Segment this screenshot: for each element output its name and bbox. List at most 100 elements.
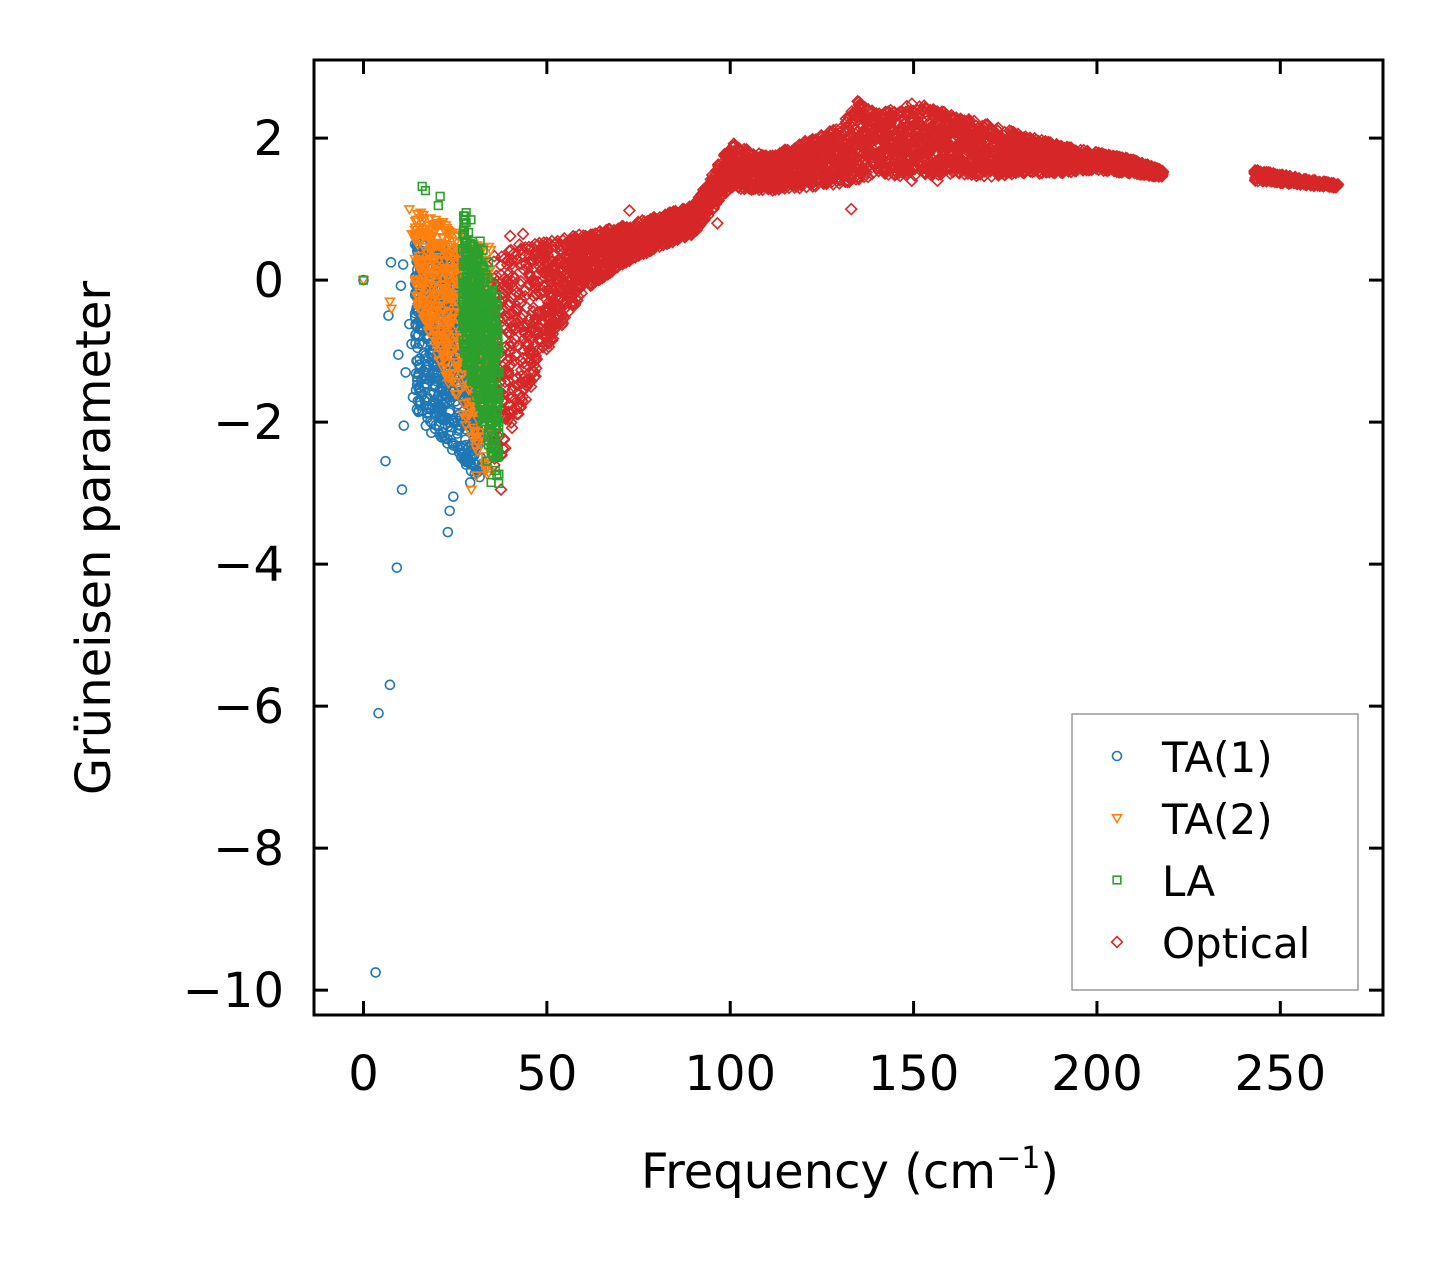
optical-point bbox=[919, 160, 933, 174]
optical-point bbox=[730, 141, 744, 155]
optical-point bbox=[963, 114, 977, 128]
optical-point bbox=[524, 332, 538, 346]
optical-point bbox=[744, 183, 759, 197]
optical-point bbox=[838, 154, 852, 168]
optical-point bbox=[1067, 144, 1082, 158]
optical-point bbox=[739, 152, 753, 166]
optical-point bbox=[868, 113, 883, 127]
optical-point bbox=[506, 390, 520, 404]
optical-point bbox=[497, 433, 511, 447]
optical-point bbox=[785, 177, 799, 191]
optical-point bbox=[514, 363, 528, 377]
optical-point bbox=[855, 100, 869, 114]
optical-point bbox=[691, 195, 705, 209]
optical-point bbox=[804, 161, 818, 175]
optical-point bbox=[778, 148, 792, 162]
optical-point bbox=[938, 147, 952, 161]
optical-point bbox=[501, 364, 515, 378]
optical-point bbox=[953, 139, 967, 153]
optical-point bbox=[592, 268, 606, 282]
optical-point bbox=[522, 328, 536, 342]
optical-point bbox=[1250, 164, 1264, 178]
optical-point bbox=[520, 378, 534, 392]
optical-point bbox=[902, 135, 916, 149]
optical-point bbox=[1056, 165, 1070, 179]
optical-point bbox=[686, 223, 700, 237]
optical-point bbox=[839, 112, 853, 126]
optical-point bbox=[528, 352, 542, 366]
optical-point bbox=[502, 266, 516, 280]
optical-point bbox=[863, 106, 877, 120]
optical-point bbox=[837, 142, 851, 156]
optical-point bbox=[1041, 155, 1055, 169]
optical-point bbox=[847, 117, 861, 131]
optical-point bbox=[923, 117, 937, 131]
optical-point bbox=[588, 260, 602, 274]
optical-point bbox=[1132, 163, 1146, 177]
optical-point bbox=[839, 161, 853, 175]
optical-point bbox=[756, 183, 770, 197]
optical-point bbox=[932, 132, 946, 146]
optical-point bbox=[791, 157, 805, 171]
optical-point bbox=[995, 133, 1009, 147]
optical-point bbox=[1025, 165, 1039, 179]
optical-point bbox=[1261, 169, 1275, 183]
optical-point bbox=[1102, 150, 1116, 165]
optical-point bbox=[563, 243, 577, 257]
optical-point bbox=[939, 118, 953, 132]
optical-point bbox=[552, 264, 567, 278]
optical-point bbox=[1002, 145, 1016, 159]
optical-point bbox=[565, 289, 580, 303]
optical-point bbox=[965, 138, 980, 152]
optical-point bbox=[958, 124, 972, 138]
optical-point bbox=[706, 171, 720, 185]
optical-point bbox=[666, 232, 680, 246]
optical-point bbox=[563, 237, 577, 251]
optical-point bbox=[676, 214, 690, 228]
optical-point bbox=[1016, 165, 1031, 179]
optical-point bbox=[923, 115, 937, 129]
optical-point bbox=[519, 257, 533, 271]
optical-point bbox=[601, 258, 615, 272]
optical-point bbox=[626, 245, 640, 259]
optical-point bbox=[746, 147, 760, 161]
optical-point bbox=[1325, 177, 1339, 191]
optical-point bbox=[971, 151, 985, 165]
optical-point bbox=[1090, 159, 1105, 173]
optical-point bbox=[507, 270, 522, 284]
series-optical bbox=[485, 94, 1345, 497]
optical-point bbox=[527, 371, 541, 385]
optical-point bbox=[798, 135, 812, 149]
optical-point bbox=[540, 236, 554, 250]
optical-point bbox=[693, 215, 707, 229]
optical-point bbox=[607, 240, 621, 254]
optical-point bbox=[911, 126, 925, 140]
optical-point bbox=[599, 224, 613, 238]
optical-point bbox=[527, 247, 541, 261]
optical-point bbox=[565, 297, 579, 311]
optical-point bbox=[1096, 158, 1110, 172]
optical-point bbox=[514, 311, 529, 325]
optical-point bbox=[971, 159, 985, 173]
optical-point bbox=[510, 379, 524, 393]
optical-point bbox=[518, 382, 532, 396]
optical-point bbox=[766, 164, 781, 178]
optical-point bbox=[1066, 156, 1080, 170]
optical-point bbox=[526, 289, 540, 303]
optical-point bbox=[526, 345, 541, 359]
optical-point bbox=[936, 129, 950, 143]
optical-point bbox=[895, 120, 909, 134]
optical-point bbox=[827, 133, 841, 147]
optical-point bbox=[961, 166, 975, 181]
optical-point bbox=[842, 117, 856, 131]
optical-point bbox=[908, 147, 922, 161]
optical-point bbox=[710, 216, 724, 230]
optical-point bbox=[1299, 173, 1313, 187]
optical-point bbox=[508, 332, 522, 346]
optical-point bbox=[514, 257, 528, 271]
optical-point bbox=[543, 332, 557, 346]
optical-point bbox=[849, 106, 863, 120]
optical-point bbox=[895, 158, 909, 172]
optical-point bbox=[827, 146, 841, 160]
optical-point bbox=[574, 267, 589, 281]
